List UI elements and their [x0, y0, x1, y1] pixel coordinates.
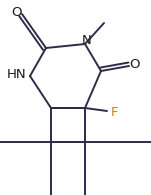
Text: O: O	[129, 58, 139, 71]
Text: F: F	[110, 106, 118, 120]
Text: O: O	[12, 6, 22, 20]
Text: N: N	[82, 34, 92, 46]
Text: HN: HN	[7, 67, 27, 81]
